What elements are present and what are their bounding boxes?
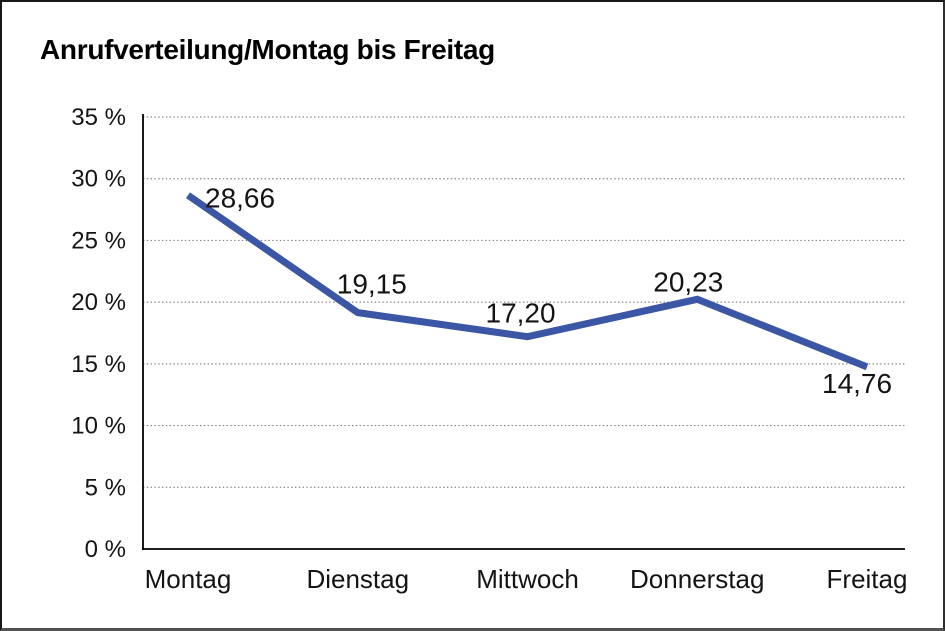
data-point-label: 19,15 [337,269,407,300]
y-tick-label: 30 % [71,166,126,193]
y-tick-label: 15 % [71,351,126,378]
chart-title: Anrufverteilung/Montag bis Freitag [40,34,495,65]
y-tick-label: 10 % [71,413,126,440]
y-tick-label: 5 % [85,474,126,501]
x-category-label: Freitag [827,564,908,594]
y-tick-label: 0 % [85,536,126,563]
y-tick-label: 20 % [71,289,126,316]
data-series-line [186,192,869,371]
x-category-label: Mittwoch [476,564,579,594]
data-point-label: 20,23 [653,266,723,297]
data-point-label: 17,20 [486,298,556,329]
x-category-label: Donnerstag [630,564,764,594]
y-tick-label: 25 % [71,227,126,254]
data-point-label: 14,76 [822,368,892,399]
x-category-label: Montag [145,564,232,594]
data-point-label: 28,66 [205,182,275,213]
x-category-label: Dienstag [306,564,409,594]
y-tick-label: 35 % [71,104,126,131]
